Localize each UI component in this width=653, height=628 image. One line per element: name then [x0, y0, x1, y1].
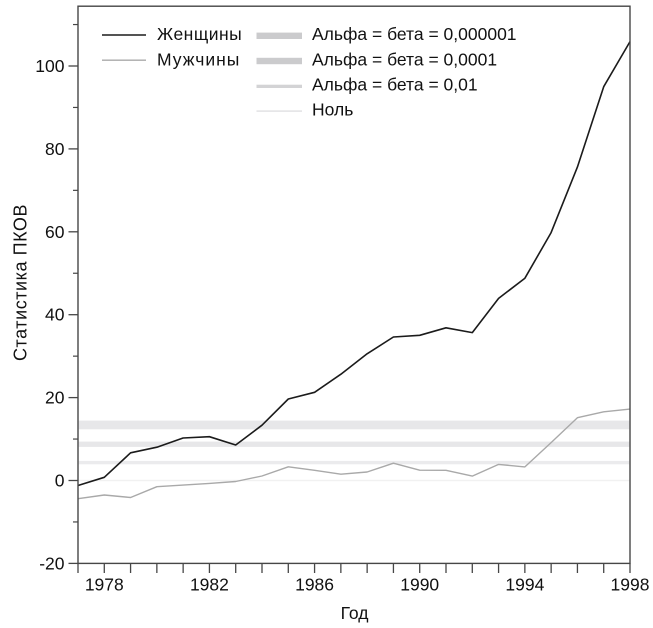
svg-text:1986: 1986	[295, 575, 334, 595]
svg-text:20: 20	[45, 388, 65, 408]
svg-text:1978: 1978	[85, 575, 124, 595]
svg-text:Альфа = бета = 0,000001: Альфа = бета = 0,000001	[312, 24, 517, 44]
svg-text:100: 100	[35, 56, 64, 76]
svg-text:80: 80	[45, 139, 65, 159]
svg-text:1998: 1998	[611, 575, 650, 595]
svg-text:Год: Год	[341, 603, 369, 623]
svg-text:1994: 1994	[505, 575, 544, 595]
svg-text:1982: 1982	[190, 575, 229, 595]
svg-text:Мужчины: Мужчины	[157, 49, 240, 69]
svg-text:Альфа = бета = 0,0001: Альфа = бета = 0,0001	[312, 49, 497, 69]
svg-text:-20: -20	[39, 553, 65, 573]
svg-text:0: 0	[55, 471, 65, 491]
svg-text:40: 40	[45, 305, 65, 325]
svg-text:Ноль: Ноль	[312, 100, 353, 120]
svg-text:1990: 1990	[400, 575, 439, 595]
svg-text:Статистика ПКОВ: Статистика ПКОВ	[11, 204, 31, 361]
svg-text:Альфа = бета = 0,01: Альфа = бета = 0,01	[312, 75, 478, 95]
svg-text:Женщины: Женщины	[157, 24, 242, 44]
svg-text:60: 60	[45, 222, 65, 242]
